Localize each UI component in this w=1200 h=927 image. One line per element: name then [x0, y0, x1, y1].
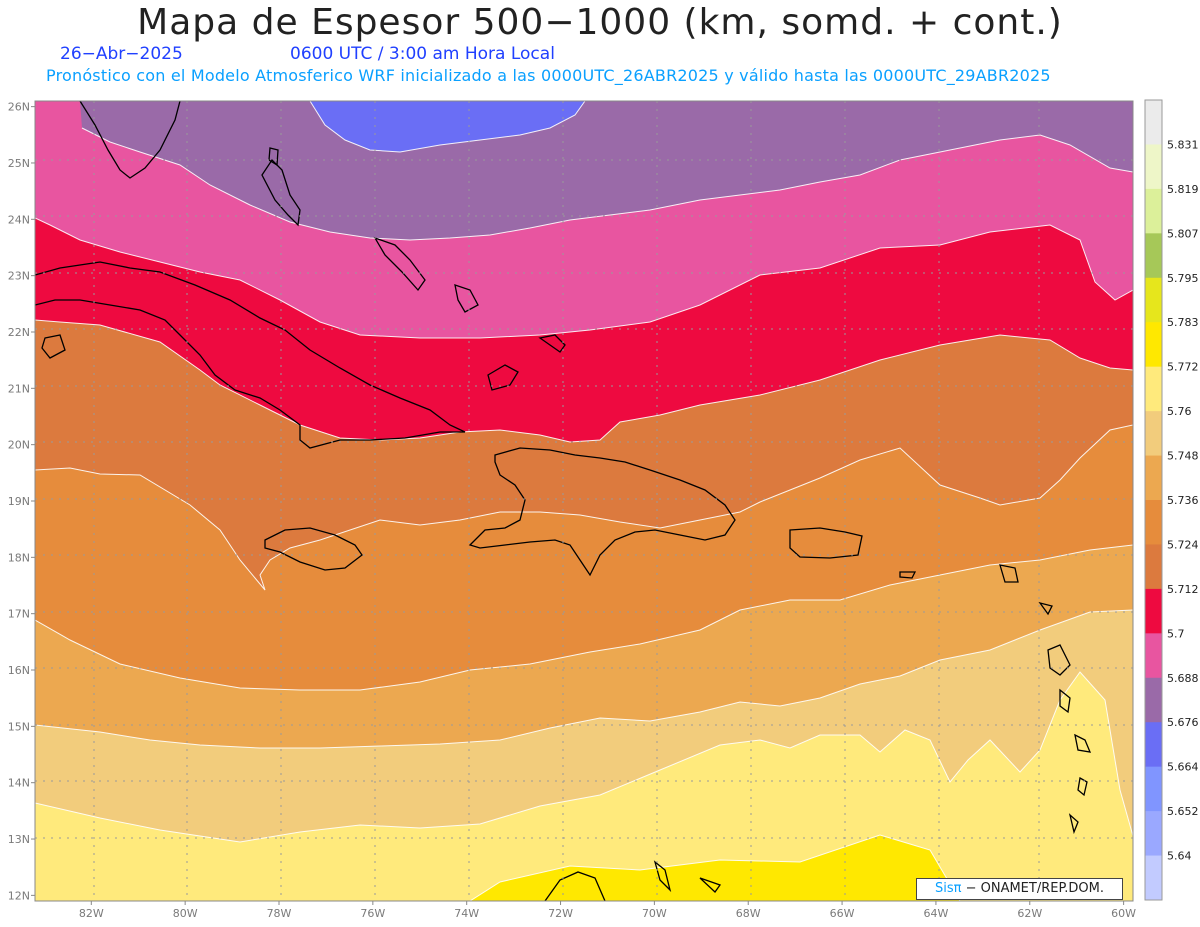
lon-tick-label: 74W [454, 907, 479, 920]
colorbar-frame [1144, 99, 1163, 901]
lat-tick-label: 24N [8, 213, 30, 226]
map-title: Mapa de Espesor 500−1000 (km, somd. + co… [137, 2, 1063, 43]
florida-coast [79, 101, 181, 179]
colorbar-label: 5.807 [1167, 227, 1199, 240]
colorbar-swatch [1145, 322, 1162, 368]
forecast-time: 0600 UTC / 3:00 am Hora Local [290, 44, 555, 64]
colorbar-label: 5.664 [1167, 761, 1199, 774]
colorbar-label: 5.76 [1167, 405, 1192, 418]
lon-tick-label: 72W [548, 907, 573, 920]
puertorico-coast [789, 527, 863, 559]
colorbar-label: 5.772 [1167, 361, 1199, 374]
colorbar-swatch [1145, 144, 1162, 190]
lon-tick-label: 64W [923, 907, 948, 920]
colorbar-label: 5.712 [1167, 583, 1199, 596]
colorbar-swatch [1145, 722, 1162, 768]
lon-tick-label: 60W [1111, 907, 1136, 920]
colorbar-swatch [1145, 500, 1162, 545]
colorbar-label: 5.724 [1167, 538, 1199, 551]
lat-tick-label: 15N [8, 720, 30, 733]
contour-lines [35, 101, 1133, 901]
lat-tick-labels: 26N 25N 24N 23N 22N 21N 20N 19N 18N 17N 16N 15N 14N 1… [8, 101, 35, 902]
jamaica-coast [264, 527, 363, 571]
colorbar-label: 5.676 [1167, 716, 1199, 729]
colorbar-label: 5.819 [1167, 183, 1199, 196]
lat-tick-label: 19N [8, 495, 30, 508]
lat-tick-label: 16N [8, 664, 30, 677]
colorbar-label: 5.783 [1167, 316, 1199, 329]
colorbar-label: 5.748 [1167, 450, 1199, 463]
colorbar-swatch [1145, 366, 1162, 412]
band-5664 [310, 101, 585, 152]
colorbar-swatch [1145, 544, 1162, 590]
lat-tick-label: 12N [8, 889, 30, 902]
credit-brand: Sisπ [934, 881, 962, 896]
forecast-date: 26−Abr−2025 [60, 44, 183, 64]
lat-tick-label: 22N [8, 326, 30, 339]
lon-tick-label: 82W [79, 907, 104, 920]
colorbar: 5.831 5.819 5.807 5.795 5.783 5.772 5.76 5.748 5… [1144, 99, 1199, 901]
lon-tick-label: 68W [736, 907, 761, 920]
colorbar-label: 5.688 [1167, 672, 1199, 685]
coastlines [35, 101, 1092, 901]
colorbar-label: 5.736 [1167, 494, 1199, 507]
colorbar-swatch [1145, 855, 1162, 901]
colorbar-swatch [1145, 100, 1162, 145]
colorbar-swatch [1145, 588, 1162, 634]
lat-tick-label: 25N [8, 157, 30, 170]
colorbar-swatch [1145, 677, 1162, 723]
colorbar-label: 5.831 [1167, 138, 1199, 151]
lat-tick-label: 14N [8, 777, 30, 790]
graticule [35, 101, 1133, 901]
lon-tick-label: 80W [173, 907, 198, 920]
colorbar-label: 5.795 [1167, 272, 1199, 285]
lon-tick-label: 70W [642, 907, 667, 920]
lat-tick-label: 23N [8, 270, 30, 283]
colorbar-label: 5.652 [1167, 805, 1199, 818]
lat-tick-label: 26N [8, 101, 30, 114]
colorbar-swatch [1145, 411, 1162, 457]
forecast-subtitle: Pronóstico con el Modelo Atmosferico WRF… [46, 66, 1051, 85]
credit-box: Sisπ − ONAMET/REP.DOM. [916, 878, 1123, 900]
lon-tick-label: 66W [830, 907, 855, 920]
lat-tick-label: 20N [8, 439, 30, 452]
colorbar-swatch [1145, 766, 1162, 812]
lon-tick-labels: 82W 80W 78W 76W 74W 72W 70W 68W 66W 64W 62W 60W [79, 901, 1136, 920]
colorbar-swatch [1145, 455, 1162, 501]
lon-tick-label: 62W [1017, 907, 1042, 920]
colorbar-swatch [1145, 811, 1162, 857]
venezuela-coast [544, 871, 606, 901]
lat-tick-label: 13N [8, 833, 30, 846]
colorbar-label: 5.64 [1167, 850, 1192, 863]
colorbar-label: 5.7 [1167, 627, 1185, 640]
colorbar-swatch [1145, 233, 1162, 279]
lat-tick-label: 17N [8, 608, 30, 621]
lat-tick-label: 21N [8, 382, 30, 395]
thickness-field [35, 101, 1133, 901]
colorbar-swatch [1145, 277, 1162, 323]
credit-text: − ONAMET/REP.DOM. [965, 881, 1105, 896]
hispaniola-coast [468, 447, 736, 577]
lon-tick-label: 76W [360, 907, 385, 920]
colorbar-swatch [1145, 633, 1162, 679]
colorbar-swatch [1145, 188, 1162, 234]
lon-tick-label: 78W [267, 907, 292, 920]
lat-tick-label: 18N [8, 551, 30, 564]
cuba-coast [35, 261, 466, 449]
